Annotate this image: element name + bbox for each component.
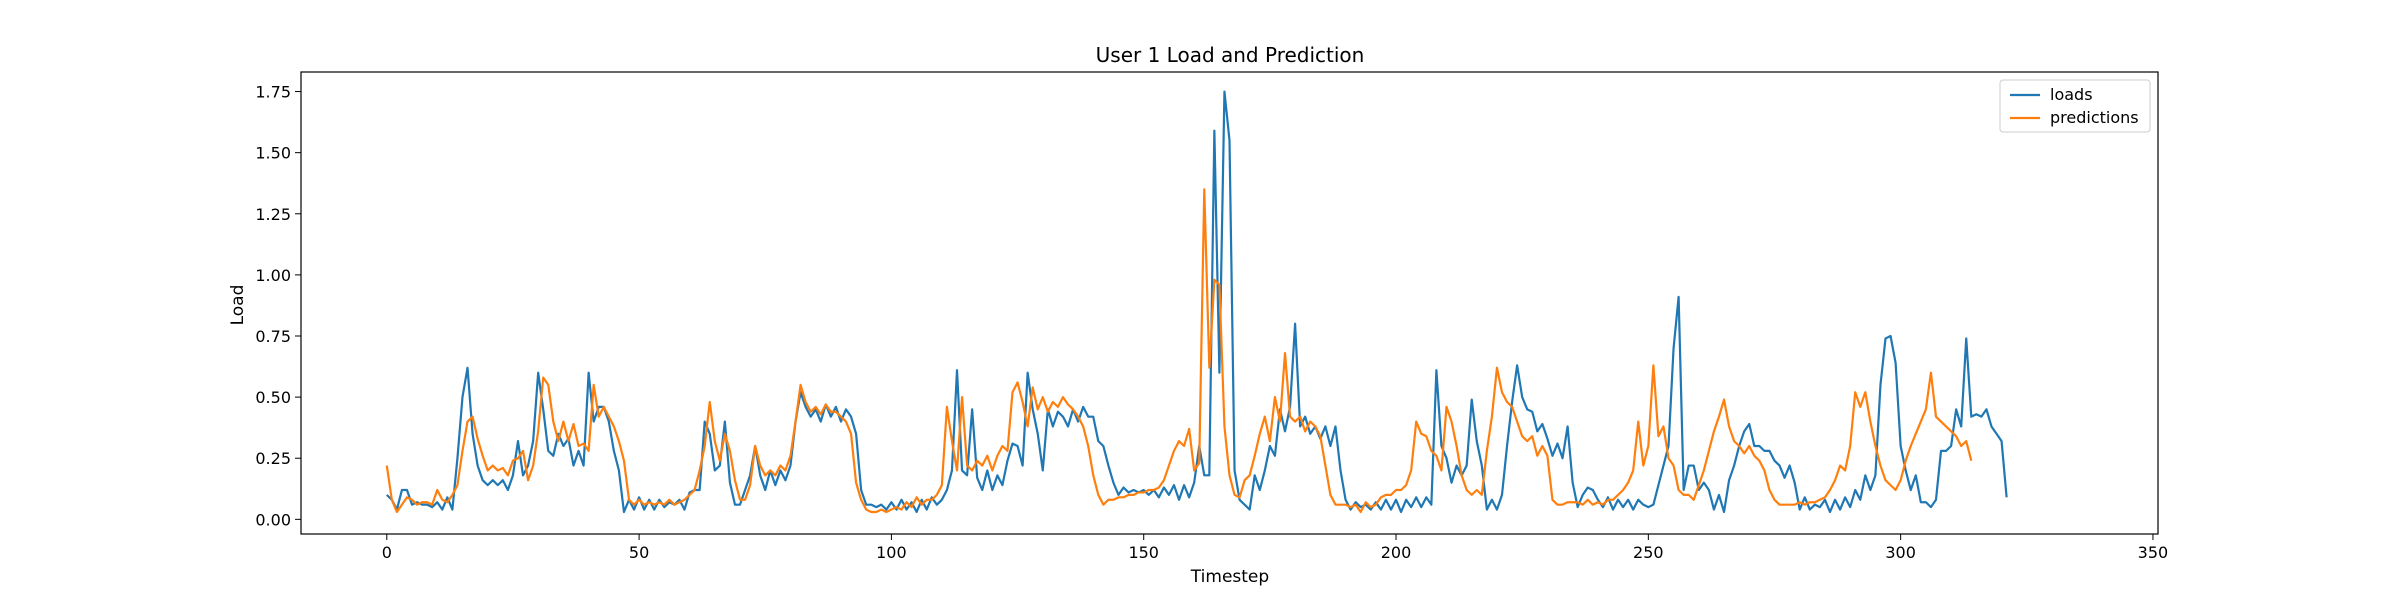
chart-title: User 1 Load and Prediction bbox=[1096, 43, 1365, 67]
y-axis-label: Load bbox=[228, 285, 248, 326]
x-tick-label: 150 bbox=[1128, 543, 1159, 562]
x-tick-label: 100 bbox=[876, 543, 907, 562]
y-axis: 0.00 0.25 0.50 0.75 1.00 1.25 1.50 1.75 bbox=[255, 83, 301, 529]
y-tick-label: 0.00 bbox=[255, 510, 291, 529]
legend: loads predictions bbox=[1999, 79, 2151, 133]
plot-frame bbox=[300, 71, 2159, 535]
plot-area bbox=[385, 90, 2008, 514]
y-tick-label: 1.25 bbox=[255, 205, 291, 224]
legend-label-predictions: predictions bbox=[2050, 108, 2139, 127]
y-tick-label: 0.50 bbox=[255, 388, 291, 407]
y-tick-label: 0.75 bbox=[255, 327, 291, 346]
x-tick-label: 300 bbox=[1885, 543, 1916, 562]
x-tick-label: 50 bbox=[629, 543, 649, 562]
y-tick-label: 1.00 bbox=[255, 266, 291, 285]
y-tick-label: 1.75 bbox=[255, 83, 291, 102]
legend-label-loads: loads bbox=[2050, 85, 2093, 104]
x-tick-label: 0 bbox=[382, 543, 392, 562]
y-tick-label: 1.50 bbox=[255, 144, 291, 163]
series-line-loads bbox=[386, 90, 2008, 514]
x-axis-label: Timestep bbox=[1190, 567, 1269, 587]
y-tick-label: 0.25 bbox=[255, 449, 291, 468]
series-line-predictions bbox=[385, 188, 1973, 514]
x-axis: 0 50 100 150 200 250 300 350 bbox=[382, 534, 2169, 562]
x-tick-label: 250 bbox=[1633, 543, 1664, 562]
x-tick-label: 200 bbox=[1381, 543, 1412, 562]
x-tick-label: 350 bbox=[2138, 543, 2169, 562]
